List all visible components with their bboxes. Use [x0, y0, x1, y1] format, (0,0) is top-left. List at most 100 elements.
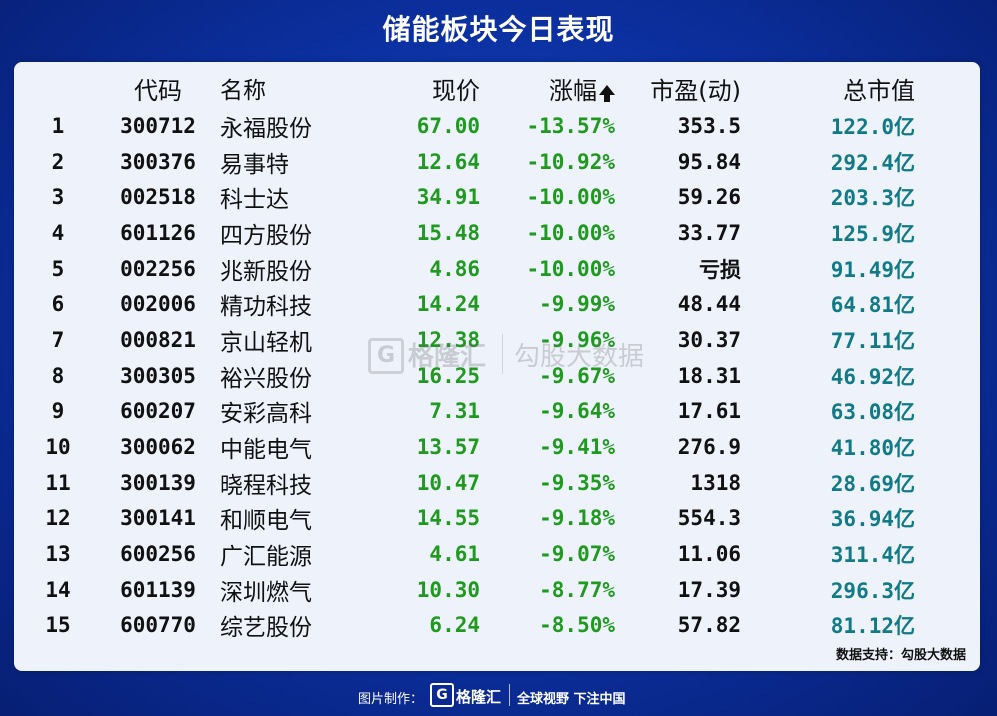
sort-up-arrow-icon[interactable] [599, 84, 615, 102]
stock-market-cap: 91.49亿 [830, 257, 915, 282]
stock-market-cap: 292.4亿 [830, 150, 915, 175]
stock-market-cap: 125.9亿 [830, 221, 915, 246]
stock-name: 深圳燃气 [220, 579, 312, 606]
stock-name: 四方股份 [220, 222, 312, 249]
row-index: 8 [51, 363, 65, 388]
stock-code: 300305 [120, 363, 196, 388]
stock-table: 代码 名称 现价 涨幅 市盈(动) 总市值 1 300712 永福股份 67.00 -1… [14, 68, 987, 643]
stock-code: 600207 [120, 399, 196, 424]
stock-pe: 1318 [690, 470, 741, 495]
stock-code: 300139 [120, 470, 196, 495]
stock-change: -8.50% [539, 613, 615, 638]
row-index: 15 [45, 613, 71, 638]
stock-market-cap: 311.4亿 [830, 543, 915, 568]
stock-code: 601126 [120, 220, 196, 245]
header-price[interactable]: 现价 [432, 76, 480, 105]
stock-change: -9.41% [539, 435, 615, 460]
stock-price: 14.55 [416, 506, 480, 531]
table-row[interactable]: 1 300712 永福股份 67.00 -13.57% 353.5 122.0亿 [14, 108, 987, 144]
header-pe[interactable]: 市盈(动) [650, 76, 741, 105]
stock-change: -8.77% [539, 577, 615, 602]
footer-brand: 格隆汇 [456, 688, 502, 706]
stock-market-cap: 64.81亿 [830, 293, 915, 318]
row-index: 3 [51, 185, 65, 210]
stock-price: 10.30 [416, 577, 480, 602]
stock-price: 4.86 [429, 256, 480, 281]
header-market-cap[interactable]: 总市值 [843, 76, 915, 105]
stock-change: -9.99% [539, 292, 615, 317]
table-row[interactable]: 14 601139 深圳燃气 10.30 -8.77% 17.39 296.3亿 [14, 572, 987, 608]
stock-name: 广汇能源 [220, 544, 312, 571]
table-row[interactable]: 12 300141 和顺电气 14.55 -9.18% 554.3 36.94亿 [14, 501, 987, 537]
stock-market-cap: 203.3亿 [830, 186, 915, 211]
table-row[interactable]: 3 002518 科士达 34.91 -10.00% 59.26 203.3亿 [14, 179, 987, 215]
stock-price: 15.48 [416, 220, 480, 245]
stock-market-cap: 296.3亿 [830, 578, 915, 603]
stock-code: 002256 [120, 256, 196, 281]
stock-code: 300376 [120, 149, 196, 174]
stock-name: 易事特 [220, 151, 289, 178]
stock-change: -9.64% [539, 399, 615, 424]
stock-change: -9.07% [539, 542, 615, 567]
footer-slogan: 全球视野 下注中国 [517, 692, 626, 707]
stock-pe: 48.44 [677, 292, 741, 317]
stock-change: -10.92% [526, 149, 615, 174]
table-row[interactable]: 7 000821 京山轻机 12.38 -9.96% 30.37 77.11亿 [14, 322, 987, 358]
table-row[interactable]: 13 600256 广汇能源 4.61 -9.07% 11.06 311.4亿 [14, 536, 987, 572]
stock-change: -10.00% [526, 220, 615, 245]
row-index: 1 [51, 113, 65, 138]
header-code[interactable]: 代码 [134, 76, 182, 105]
table-row[interactable]: 5 002256 兆新股份 4.86 -10.00% 亏损 91.49亿 [14, 251, 987, 287]
stock-price: 4.61 [429, 542, 480, 567]
stock-pe: 11.06 [677, 542, 741, 567]
table-row[interactable]: 9 600207 安彩高科 7.31 -9.64% 17.61 63.08亿 [14, 394, 987, 430]
stock-change: -13.57% [526, 113, 615, 138]
stock-market-cap: 36.94亿 [830, 507, 915, 532]
stock-pe: 276.9 [677, 435, 741, 460]
stock-pe: 亏损 [699, 257, 741, 282]
row-index: 9 [51, 399, 65, 424]
header-change[interactable]: 涨幅 [480, 68, 615, 108]
stock-price: 7.31 [429, 399, 480, 424]
stock-name: 裕兴股份 [220, 365, 312, 392]
stock-pe: 33.77 [677, 220, 741, 245]
stock-pe: 59.26 [677, 185, 741, 210]
stock-name: 和顺电气 [220, 508, 312, 535]
footer-logo-icon: G [430, 683, 454, 707]
stock-name: 永福股份 [220, 115, 312, 142]
stock-code: 600256 [120, 542, 196, 567]
stock-change: -9.96% [539, 327, 615, 352]
stock-price: 6.24 [429, 613, 480, 638]
table-row[interactable]: 15 600770 综艺股份 6.24 -8.50% 57.82 81.12亿 [14, 608, 987, 644]
stock-market-cap: 122.0亿 [830, 114, 915, 139]
stock-price: 12.38 [416, 327, 480, 352]
header-index [14, 68, 102, 108]
stock-pe: 353.5 [677, 113, 741, 138]
stock-name: 综艺股份 [220, 615, 312, 642]
table-row[interactable]: 4 601126 四方股份 15.48 -10.00% 33.77 125.9亿 [14, 215, 987, 251]
stock-code: 300712 [120, 113, 196, 138]
table-row[interactable]: 10 300062 中能电气 13.57 -9.41% 276.9 41.80亿 [14, 429, 987, 465]
stock-price: 14.24 [416, 292, 480, 317]
table-row[interactable]: 8 300305 裕兴股份 16.25 -9.67% 18.31 46.92亿 [14, 358, 987, 394]
stock-name: 京山轻机 [220, 329, 312, 356]
header-name[interactable]: 名称 [220, 78, 266, 104]
row-index: 7 [51, 327, 65, 352]
table-header-row: 代码 名称 现价 涨幅 市盈(动) 总市值 [14, 68, 987, 108]
table-row[interactable]: 11 300139 晓程科技 10.47 -9.35% 1318 28.69亿 [14, 465, 987, 501]
stock-price: 16.25 [416, 363, 480, 388]
stock-name: 科士达 [220, 187, 289, 214]
stock-market-cap: 77.11亿 [830, 328, 915, 353]
stock-code: 300141 [120, 506, 196, 531]
stock-change: -10.00% [526, 256, 615, 281]
table-row[interactable]: 2 300376 易事特 12.64 -10.92% 95.84 292.4亿 [14, 144, 987, 180]
stock-code: 300062 [120, 435, 196, 460]
stock-table-panel: 代码 名称 现价 涨幅 市盈(动) 总市值 1 300712 永福股份 67.00 -1… [14, 62, 980, 671]
stock-change: -10.00% [526, 185, 615, 210]
table-row[interactable]: 6 002006 精功科技 14.24 -9.99% 48.44 64.81亿 [14, 286, 987, 322]
row-index: 13 [45, 542, 71, 567]
row-index: 2 [51, 149, 65, 174]
stock-code: 601139 [120, 577, 196, 602]
stock-name: 晓程科技 [220, 472, 312, 499]
stock-market-cap: 28.69亿 [830, 471, 915, 496]
